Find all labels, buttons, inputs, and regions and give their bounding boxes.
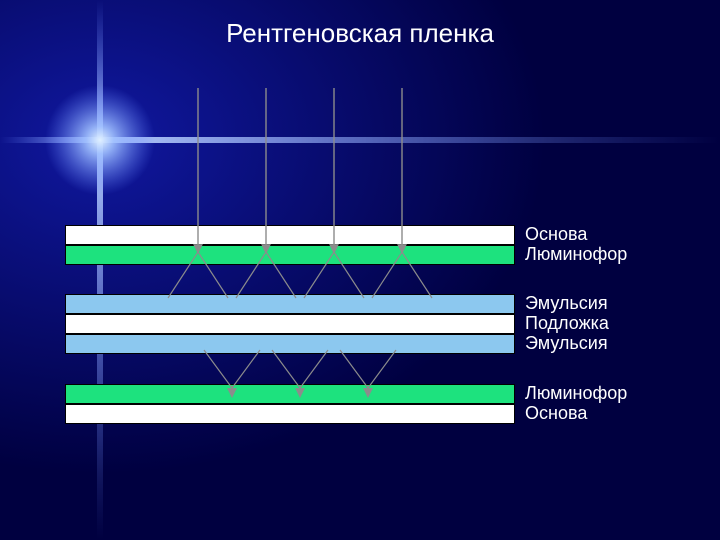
xray-rays (0, 0, 720, 540)
slide: Рентгеновская пленка ОсноваЛюминофорЭмул… (0, 0, 720, 540)
